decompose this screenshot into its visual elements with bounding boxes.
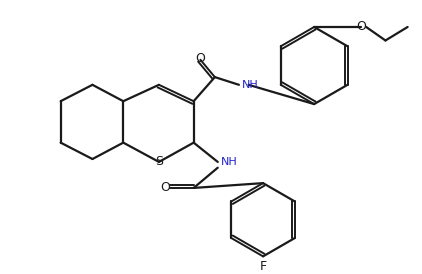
Text: NH: NH xyxy=(221,157,238,167)
Text: O: O xyxy=(195,52,206,65)
Text: O: O xyxy=(160,181,170,195)
Text: O: O xyxy=(357,21,366,33)
Text: NH: NH xyxy=(242,80,259,90)
Text: S: S xyxy=(155,155,163,169)
Text: F: F xyxy=(260,260,267,273)
